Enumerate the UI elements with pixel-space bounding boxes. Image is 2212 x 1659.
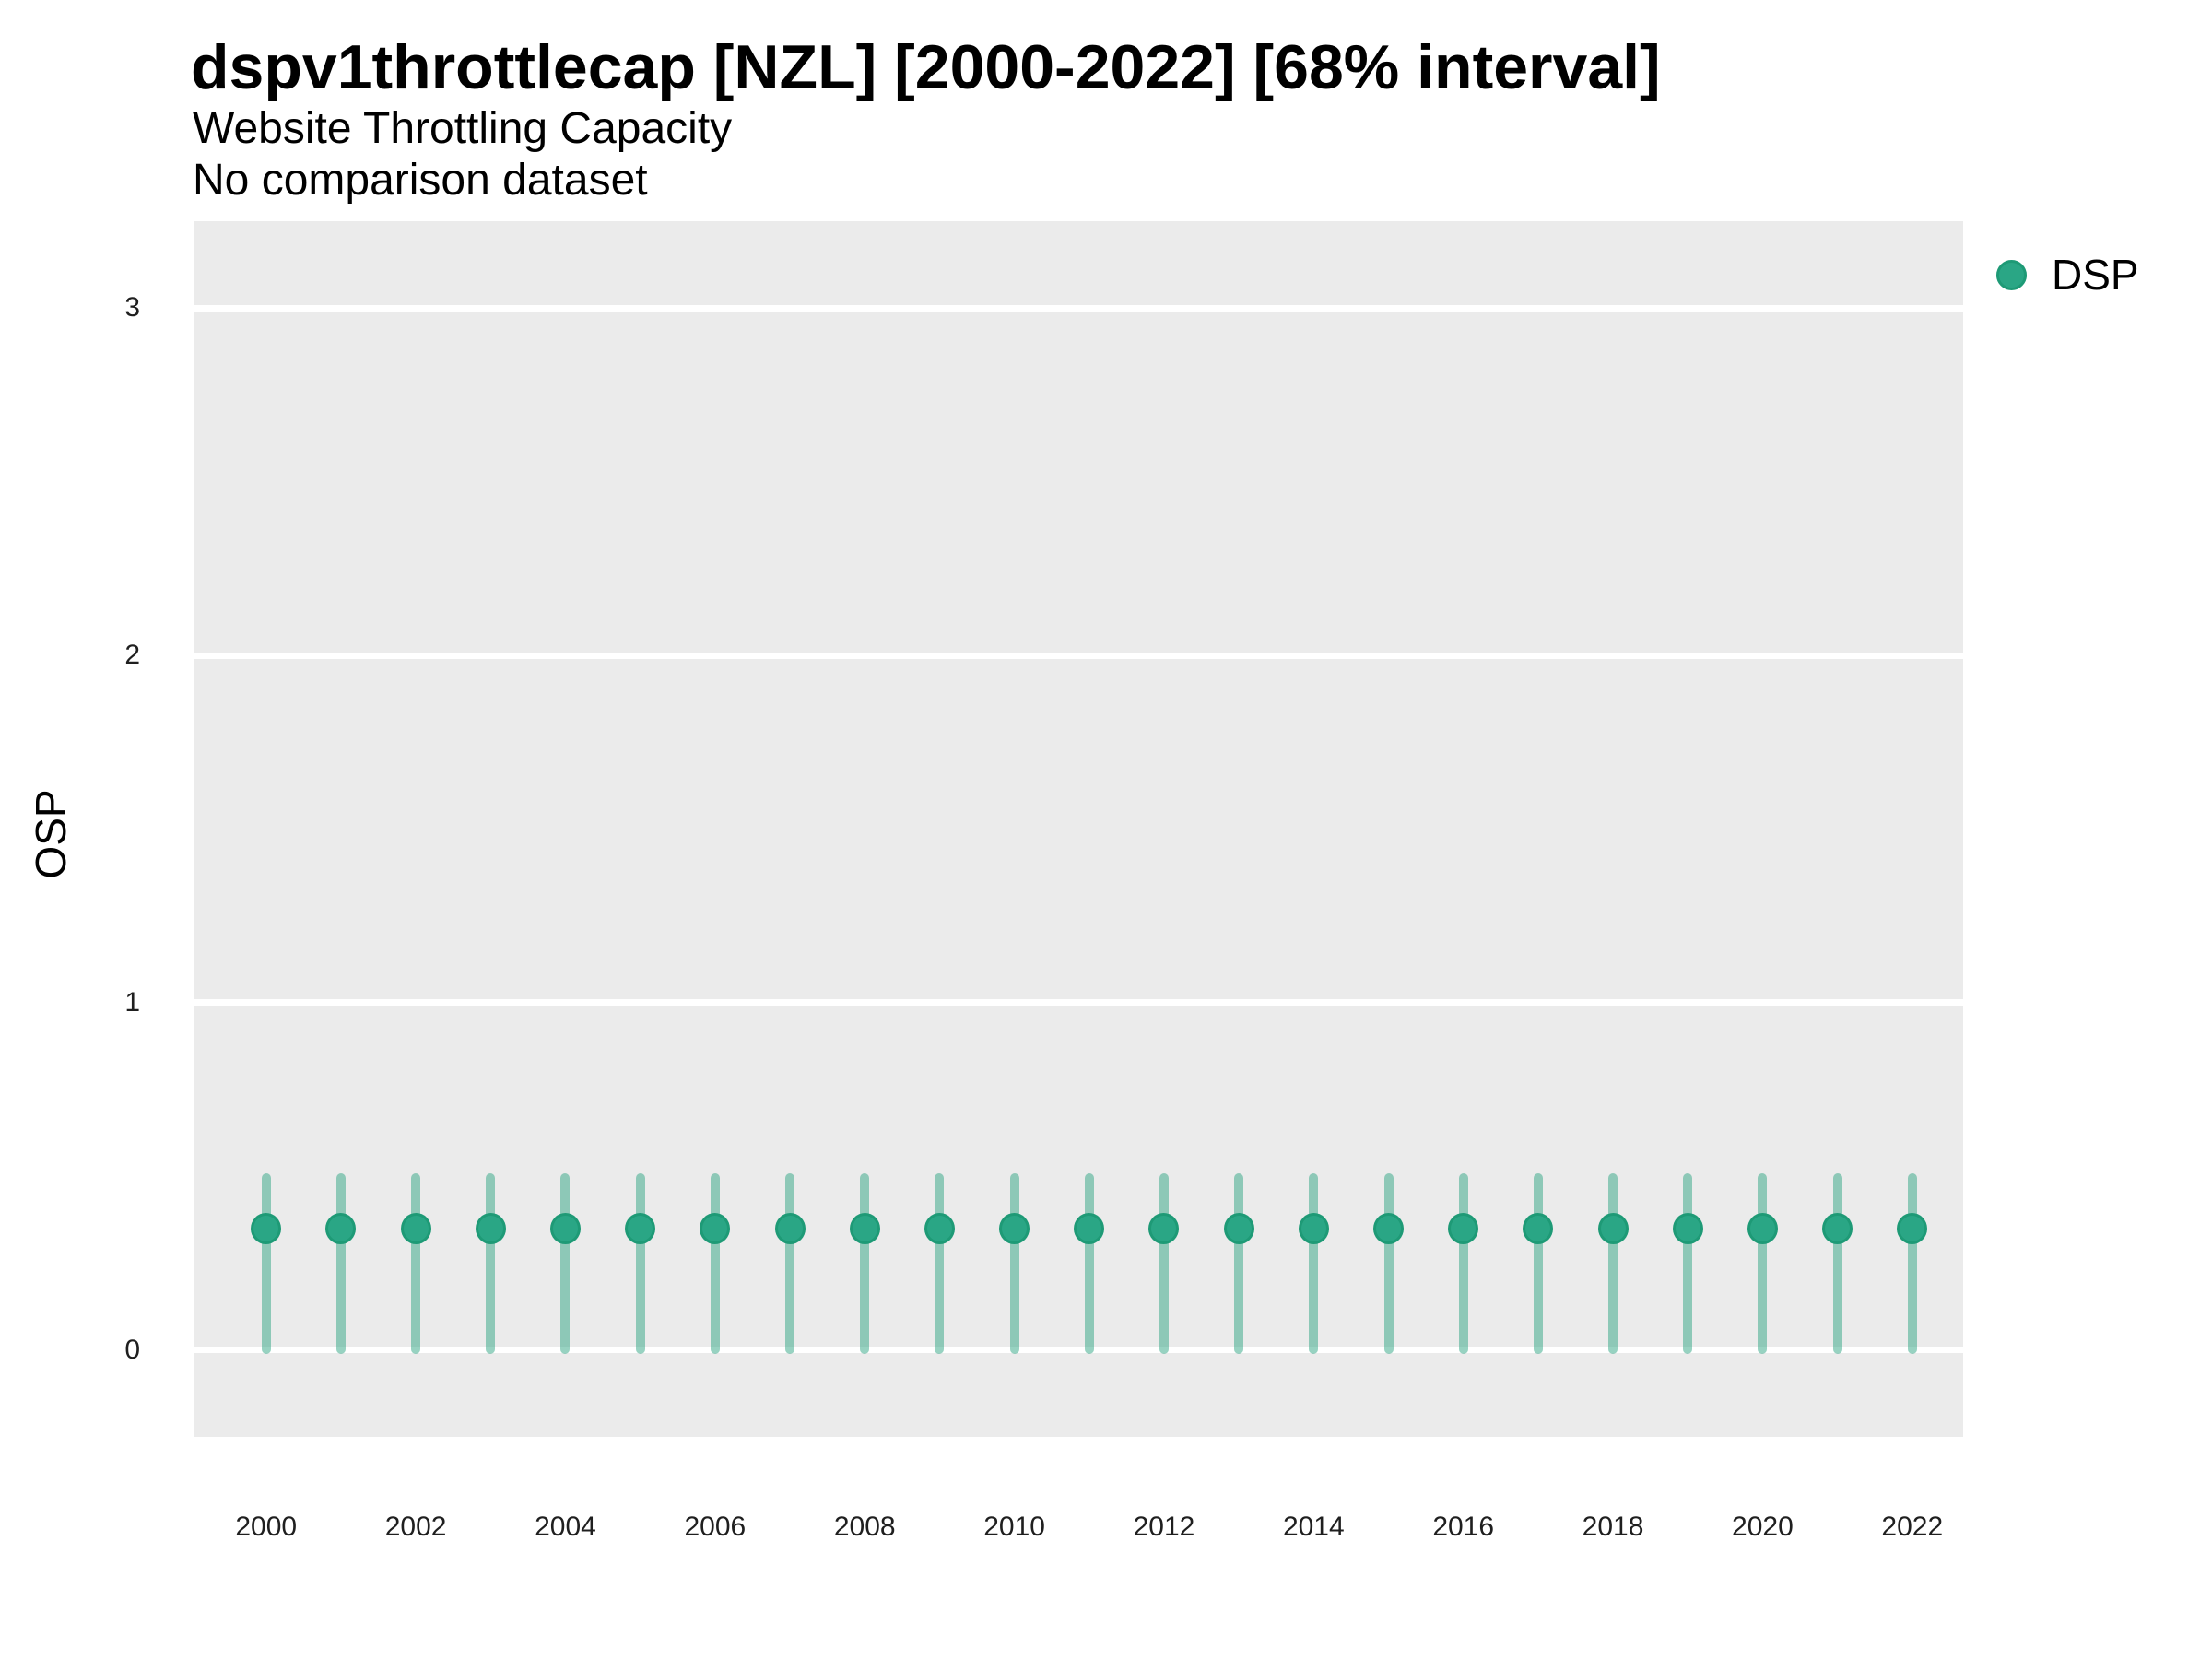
interval-bar-2016 xyxy=(1458,1172,1468,1354)
x-tick-label-2018: 2018 xyxy=(1582,1512,1644,1542)
interval-bar-2015 xyxy=(1383,1172,1394,1354)
interval-bar-2010 xyxy=(1009,1172,1019,1354)
data-point-2020 xyxy=(1747,1212,1778,1244)
data-point-2019 xyxy=(1672,1212,1703,1244)
data-point-2011 xyxy=(1074,1212,1105,1244)
interval-bar-2011 xyxy=(1084,1172,1094,1354)
chart-subtitle: Website Throttling Capacity xyxy=(193,104,733,153)
interval-bar-2013 xyxy=(1234,1172,1244,1354)
gridline-y-1 xyxy=(194,999,1963,1006)
data-point-2001 xyxy=(325,1212,357,1244)
gridline-y-2 xyxy=(194,652,1963,659)
data-point-2010 xyxy=(999,1212,1030,1244)
x-tick-label-2016: 2016 xyxy=(1432,1512,1495,1542)
y-tick-label-0: 0 xyxy=(124,1334,140,1365)
gridline-y-3 xyxy=(194,304,1963,312)
x-tick-label-2006: 2006 xyxy=(684,1512,747,1542)
interval-bar-2002 xyxy=(411,1172,421,1354)
x-tick-label-2008: 2008 xyxy=(833,1512,896,1542)
x-tick-label-2022: 2022 xyxy=(1881,1512,1944,1542)
y-tick-label-1: 1 xyxy=(124,986,140,1018)
interval-bar-2001 xyxy=(335,1172,346,1354)
interval-bar-2006 xyxy=(710,1172,720,1354)
data-point-2018 xyxy=(1597,1212,1629,1244)
interval-bar-2008 xyxy=(860,1172,870,1354)
data-point-2008 xyxy=(849,1212,880,1244)
x-tick-label-2010: 2010 xyxy=(983,1512,1045,1542)
x-tick-label-2000: 2000 xyxy=(235,1512,298,1542)
data-point-2017 xyxy=(1523,1212,1554,1244)
y-tick-label-2: 2 xyxy=(124,640,140,671)
data-point-2003 xyxy=(475,1212,506,1244)
interval-bar-2014 xyxy=(1309,1172,1319,1354)
plot-panel xyxy=(194,221,1963,1437)
x-tick-label-2004: 2004 xyxy=(535,1512,596,1542)
interval-bar-2000 xyxy=(261,1172,271,1354)
interval-bar-2021 xyxy=(1832,1172,1842,1354)
data-point-2021 xyxy=(1822,1212,1853,1244)
data-point-2009 xyxy=(924,1212,955,1244)
interval-bar-2005 xyxy=(635,1172,645,1354)
gridline-y-0 xyxy=(194,1347,1963,1354)
data-point-2012 xyxy=(1148,1212,1180,1244)
interval-bar-2012 xyxy=(1159,1172,1169,1354)
interval-bar-2020 xyxy=(1758,1172,1768,1354)
interval-bar-2022 xyxy=(1907,1172,1917,1354)
chart-title: dspv1throttlecap [NZL] [2000-2022] [68% … xyxy=(191,32,1661,102)
x-tick-label-2002: 2002 xyxy=(384,1512,447,1542)
interval-bar-2007 xyxy=(785,1172,795,1354)
data-point-2016 xyxy=(1448,1212,1479,1244)
interval-bar-2009 xyxy=(935,1172,945,1354)
interval-bar-2018 xyxy=(1608,1172,1618,1354)
interval-bar-2019 xyxy=(1683,1172,1693,1354)
data-point-2002 xyxy=(400,1212,431,1244)
data-point-2013 xyxy=(1223,1212,1254,1244)
data-point-2006 xyxy=(700,1212,731,1244)
x-tick-label-2012: 2012 xyxy=(1133,1512,1195,1542)
y-tick-label-3: 3 xyxy=(124,292,140,324)
chart-note: No comparison dataset xyxy=(193,156,648,205)
legend-marker-icon xyxy=(1996,260,2027,290)
x-tick-label-2020: 2020 xyxy=(1732,1512,1794,1542)
data-point-2005 xyxy=(625,1212,656,1244)
data-point-2022 xyxy=(1897,1212,1928,1244)
interval-bar-2003 xyxy=(486,1172,496,1354)
legend-label-dsp: DSP xyxy=(2052,251,2139,299)
y-axis-title: OSP xyxy=(27,789,75,879)
data-point-2000 xyxy=(251,1212,282,1244)
data-point-2007 xyxy=(774,1212,806,1244)
data-point-2015 xyxy=(1373,1212,1404,1244)
data-point-2004 xyxy=(549,1212,581,1244)
x-tick-label-2014: 2014 xyxy=(1282,1512,1345,1542)
interval-bar-2004 xyxy=(560,1172,571,1354)
data-point-2014 xyxy=(1298,1212,1329,1244)
interval-bar-2017 xyxy=(1533,1172,1543,1354)
